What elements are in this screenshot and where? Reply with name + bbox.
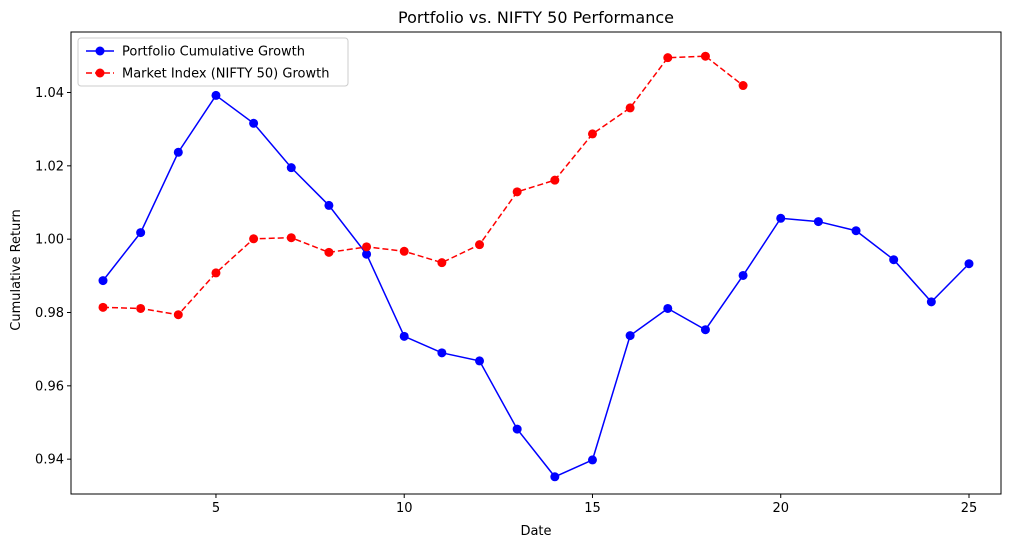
plot-area: [98, 51, 974, 482]
data-point: [550, 175, 560, 185]
series-2: [98, 51, 748, 320]
legend-item: Market Index (NIFTY 50) Growth: [86, 67, 329, 82]
data-point: [663, 53, 673, 63]
data-point: [663, 303, 673, 313]
data-point: [324, 247, 334, 257]
y-tick-label: 1.02: [35, 159, 64, 174]
data-point: [776, 213, 786, 223]
legend-label: Market Index (NIFTY 50) Growth: [122, 67, 329, 82]
data-point: [136, 228, 146, 238]
y-tick-label: 1.00: [35, 233, 64, 248]
data-point: [625, 103, 635, 113]
data-point: [249, 118, 259, 128]
data-point: [98, 276, 108, 286]
series-line: [102, 94, 970, 478]
legend-marker: [95, 46, 105, 56]
data-point: [362, 242, 372, 252]
data-point: [700, 51, 710, 61]
data-point: [249, 234, 259, 244]
data-point: [399, 246, 409, 256]
data-point: [286, 233, 296, 243]
data-point: [926, 297, 936, 307]
x-axis-label: Date: [520, 524, 551, 539]
data-point: [98, 302, 108, 312]
data-point: [173, 310, 183, 320]
x-tick-label: 15: [584, 501, 601, 516]
x-tick-label: 10: [396, 501, 413, 516]
data-point: [437, 348, 447, 358]
y-tick-label: 0.96: [35, 379, 64, 394]
data-point: [173, 147, 183, 157]
data-point: [324, 200, 334, 210]
x-tick-label: 5: [212, 501, 220, 516]
data-point: [512, 424, 522, 434]
chart-title: Portfolio vs. NIFTY 50 Performance: [398, 8, 674, 27]
data-point: [362, 249, 372, 259]
data-point: [286, 163, 296, 173]
data-point: [550, 472, 560, 482]
legend-box: [77, 37, 349, 87]
axes: 5 10 15 20 25 0.94 0.96 0.98 1.00 1.02 1.04: [35, 31, 1002, 516]
y-tick-label: 1.04: [35, 86, 64, 101]
data-point: [512, 187, 522, 197]
data-point: [211, 268, 221, 278]
data-point: [738, 270, 748, 280]
data-point: [399, 331, 409, 341]
legend-label: Portfolio Cumulative Growth: [122, 45, 305, 60]
data-point: [625, 331, 635, 341]
y-tick-label: 0.98: [35, 306, 64, 321]
x-tick-label: 25: [961, 501, 978, 516]
data-point: [437, 258, 447, 268]
data-point: [738, 81, 748, 91]
data-point: [889, 255, 899, 265]
data-point: [700, 325, 710, 335]
y-axis-label: Cumulative Return: [9, 209, 24, 330]
series-1: [98, 90, 974, 482]
data-point: [964, 259, 974, 269]
data-point: [211, 90, 221, 100]
series-line: [102, 55, 744, 316]
data-point: [813, 217, 823, 227]
axes-frame: [70, 31, 1002, 495]
data-point: [475, 356, 485, 366]
legend-marker: [95, 68, 105, 78]
data-point: [136, 303, 146, 313]
data-point: [475, 240, 485, 250]
x-tick-label: 20: [772, 501, 789, 516]
data-point: [851, 226, 861, 236]
data-point: [587, 129, 597, 139]
legend-item: Portfolio Cumulative Growth: [86, 45, 305, 60]
legend: Portfolio Cumulative Growth Market Index …: [77, 37, 349, 87]
data-point: [587, 455, 597, 465]
y-tick-label: 0.94: [35, 453, 64, 468]
